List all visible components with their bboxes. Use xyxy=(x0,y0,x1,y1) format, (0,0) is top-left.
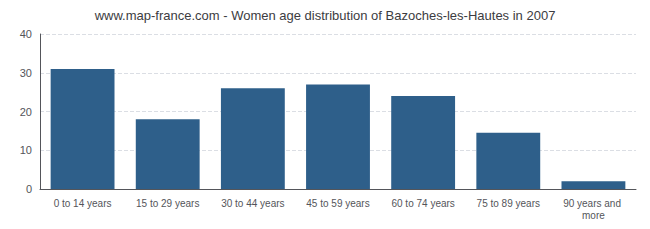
svg-text:0: 0 xyxy=(26,183,32,195)
svg-text:0 to 14 years: 0 to 14 years xyxy=(54,198,112,209)
svg-text:30: 30 xyxy=(20,67,32,79)
svg-text:www.map-france.com - Women age: www.map-france.com - Women age distribut… xyxy=(94,8,556,23)
svg-text:30 to 44 years: 30 to 44 years xyxy=(221,198,284,209)
svg-text:15 to 29 years: 15 to 29 years xyxy=(136,198,199,209)
svg-text:75 to 89 years: 75 to 89 years xyxy=(477,198,540,209)
svg-text:60 to 74 years: 60 to 74 years xyxy=(391,198,454,209)
svg-text:20: 20 xyxy=(20,106,32,118)
svg-text:10: 10 xyxy=(20,144,32,156)
svg-text:40: 40 xyxy=(20,28,32,40)
svg-text:90 years and: 90 years and xyxy=(563,198,624,209)
svg-text:more: more xyxy=(582,210,605,221)
svg-text:45 to 59 years: 45 to 59 years xyxy=(306,198,369,209)
